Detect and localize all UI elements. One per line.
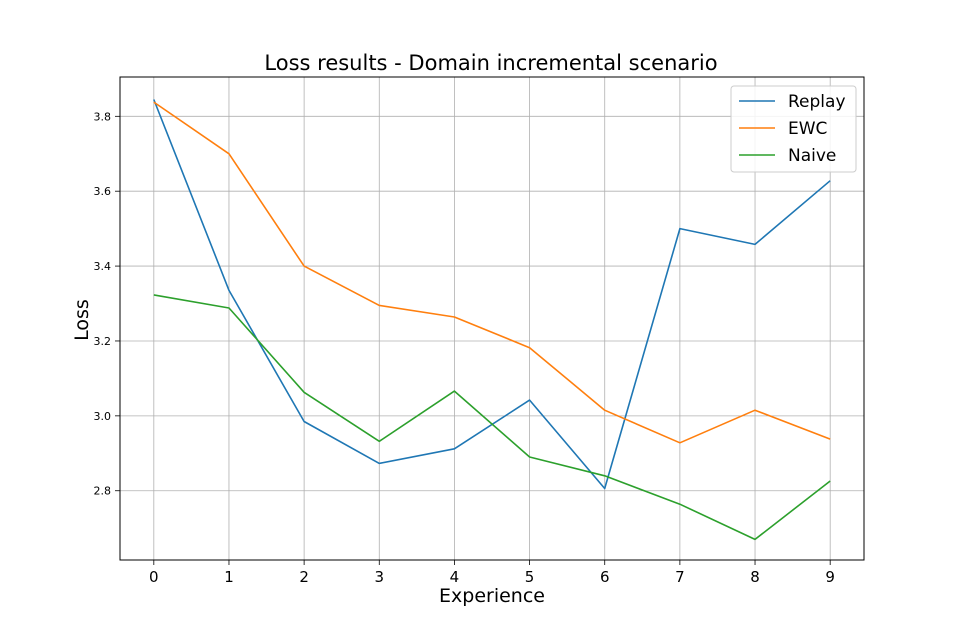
y-tick-label: 3.0 [94, 410, 112, 423]
y-axis: 2.8 3.0 3.2 3.4 3.6 3.8 [94, 110, 120, 498]
x-tick-label: 6 [600, 568, 610, 586]
y-axis-label: Loss [71, 299, 93, 341]
y-tick-label: 3.2 [94, 335, 112, 348]
x-axis: 0 1 2 3 4 5 6 7 8 9 [149, 560, 835, 586]
x-tick-label: 1 [224, 568, 234, 586]
y-tick-label: 3.6 [94, 185, 112, 198]
series-layer [153, 99, 831, 541]
legend-label-replay: Replay [788, 92, 846, 112]
legend-box [730, 85, 857, 173]
x-tick-label: 5 [525, 568, 535, 586]
y-tick-label: 2.8 [94, 485, 112, 498]
x-tick-label: 9 [825, 568, 835, 586]
series-line-naive [153, 294, 831, 541]
x-tick-label: 8 [750, 568, 760, 586]
chart-title: Loss results - Domain incremental scenar… [264, 51, 717, 75]
x-tick-label: 3 [374, 568, 384, 586]
x-tick-label: 2 [299, 568, 309, 586]
y-tick-label: 3.8 [94, 110, 112, 123]
legend-label-naive: Naive [788, 146, 836, 166]
x-tick-label: 0 [149, 568, 159, 586]
series-line-ewc [153, 101, 831, 444]
x-axis-label: Experience [439, 585, 545, 607]
legend-label-ewc: EWC [788, 119, 827, 139]
x-tick-label: 7 [675, 568, 685, 586]
plot-frame [119, 76, 865, 561]
y-tick-label: 3.4 [94, 260, 112, 273]
x-tick-label: 4 [450, 568, 460, 586]
legend: Replay EWC Naive [730, 85, 857, 173]
